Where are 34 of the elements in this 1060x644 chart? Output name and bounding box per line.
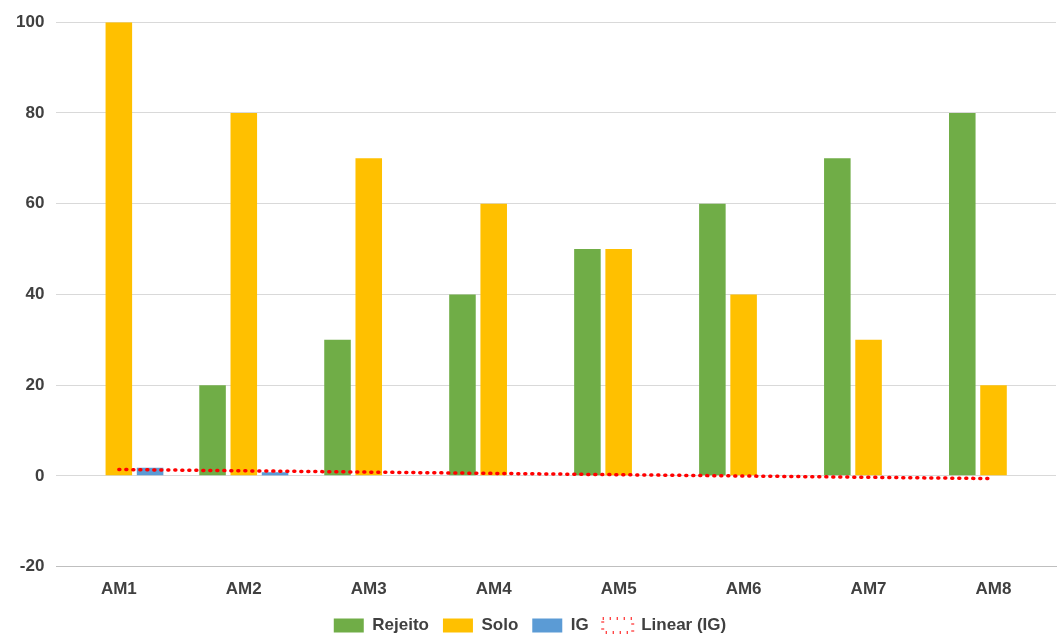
bar <box>230 112 258 476</box>
y-tick-label: 0 <box>34 465 45 485</box>
x-tick-label: AM2 <box>225 579 262 599</box>
x-tick-label: AM8 <box>975 579 1012 599</box>
y-tick-label: 80 <box>25 102 45 122</box>
bar <box>699 203 726 476</box>
bar <box>574 249 601 476</box>
x-tick-label: AM7 <box>850 579 887 599</box>
bar <box>480 203 507 476</box>
y-tick-label: 20 <box>25 374 45 394</box>
bar <box>324 339 351 476</box>
y-tick-label: 60 <box>25 193 45 213</box>
legend-label: Solo <box>481 615 519 635</box>
legend-label: IG <box>570 615 589 635</box>
bar <box>355 158 383 476</box>
x-tick-label: AM1 <box>100 579 137 599</box>
bar <box>730 294 757 476</box>
bar <box>199 385 226 476</box>
bar <box>980 385 1007 476</box>
legend-label: Linear (IG) <box>641 615 727 635</box>
x-tick-label: AM6 <box>725 579 762 599</box>
bar <box>855 339 882 476</box>
x-tick-label: AM4 <box>475 579 513 599</box>
bar <box>949 112 976 476</box>
bar <box>449 294 476 476</box>
legend-label: Rejeito <box>372 615 429 635</box>
bar <box>605 249 632 476</box>
bar <box>105 22 133 476</box>
x-tick-label: AM5 <box>600 579 637 599</box>
bar <box>824 158 851 476</box>
y-tick-label: 40 <box>25 284 45 304</box>
y-tick-label: 100 <box>15 11 45 31</box>
y-tick-label: -20 <box>19 556 45 576</box>
x-tick-label: AM3 <box>350 579 387 599</box>
